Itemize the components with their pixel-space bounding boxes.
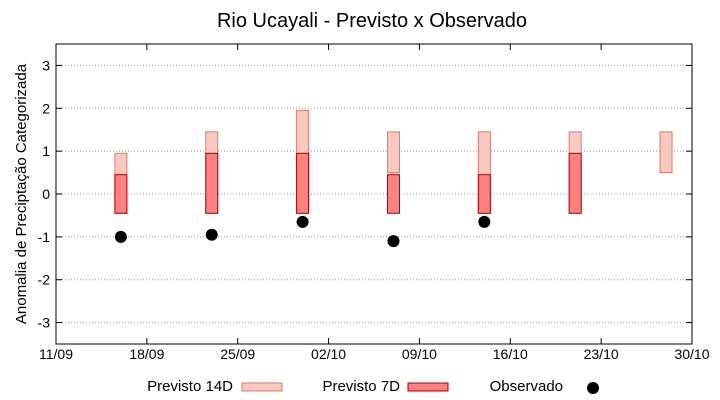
legend-label-previsto-14d: Previsto 14D <box>147 378 233 395</box>
legend-label-previsto-7d: Previsto 7D <box>322 378 400 395</box>
x-tick-label: 23/10 <box>584 346 619 362</box>
legend: Previsto 14D Previsto 7D Observado <box>147 378 599 395</box>
legend-swatch-previsto-7d <box>407 382 449 392</box>
observed-point <box>205 228 218 241</box>
y-tick-label: -2 <box>38 272 51 288</box>
series-observado <box>114 215 491 248</box>
forecast-bar <box>386 174 400 214</box>
forecast-bar <box>477 174 491 214</box>
observed-point <box>296 215 309 228</box>
x-tick-label: 16/10 <box>493 346 528 362</box>
y-axis: -3 -2 -1 0 1 2 3 <box>38 57 692 331</box>
y-tick-label: 2 <box>42 100 50 116</box>
y-axis-label: Anomalia de Preciptação Categorizada <box>13 63 30 324</box>
forecast-bar <box>205 152 219 214</box>
gridlines <box>56 64 692 324</box>
y-tick-label: 0 <box>42 186 50 202</box>
observed-point <box>387 235 400 248</box>
chart-title: Rio Ucayali - Previsto x Observado <box>217 10 527 32</box>
y-tick-label: -3 <box>38 315 51 331</box>
legend-swatch-previsto-14d <box>241 382 283 392</box>
x-tick-label: 09/10 <box>402 346 437 362</box>
observed-point <box>478 215 491 228</box>
legend-marker-observado <box>587 382 599 394</box>
x-tick-label: 11/09 <box>39 346 73 362</box>
x-tick-label: 30/10 <box>674 346 709 362</box>
forecast-bar <box>386 131 400 174</box>
y-tick-label: -1 <box>38 229 51 245</box>
y-tick-label: 3 <box>42 57 50 73</box>
x-tick-label: 02/10 <box>311 346 346 362</box>
x-axis: 11/09 18/09 25/09 02/10 09/10 16/10 23/10 30/10 <box>39 44 710 362</box>
forecast-bar <box>296 152 310 214</box>
forecast-bar <box>659 131 673 174</box>
legend-label-observado: Observado <box>490 378 563 395</box>
x-tick-label: 25/09 <box>220 346 255 362</box>
observed-point <box>114 230 127 243</box>
x-tick-label: 18/09 <box>129 346 164 362</box>
forecast-bar <box>114 174 128 214</box>
forecast-bar <box>568 152 582 214</box>
series-previsto-7d <box>114 152 582 214</box>
y-tick-label: 1 <box>42 143 50 159</box>
